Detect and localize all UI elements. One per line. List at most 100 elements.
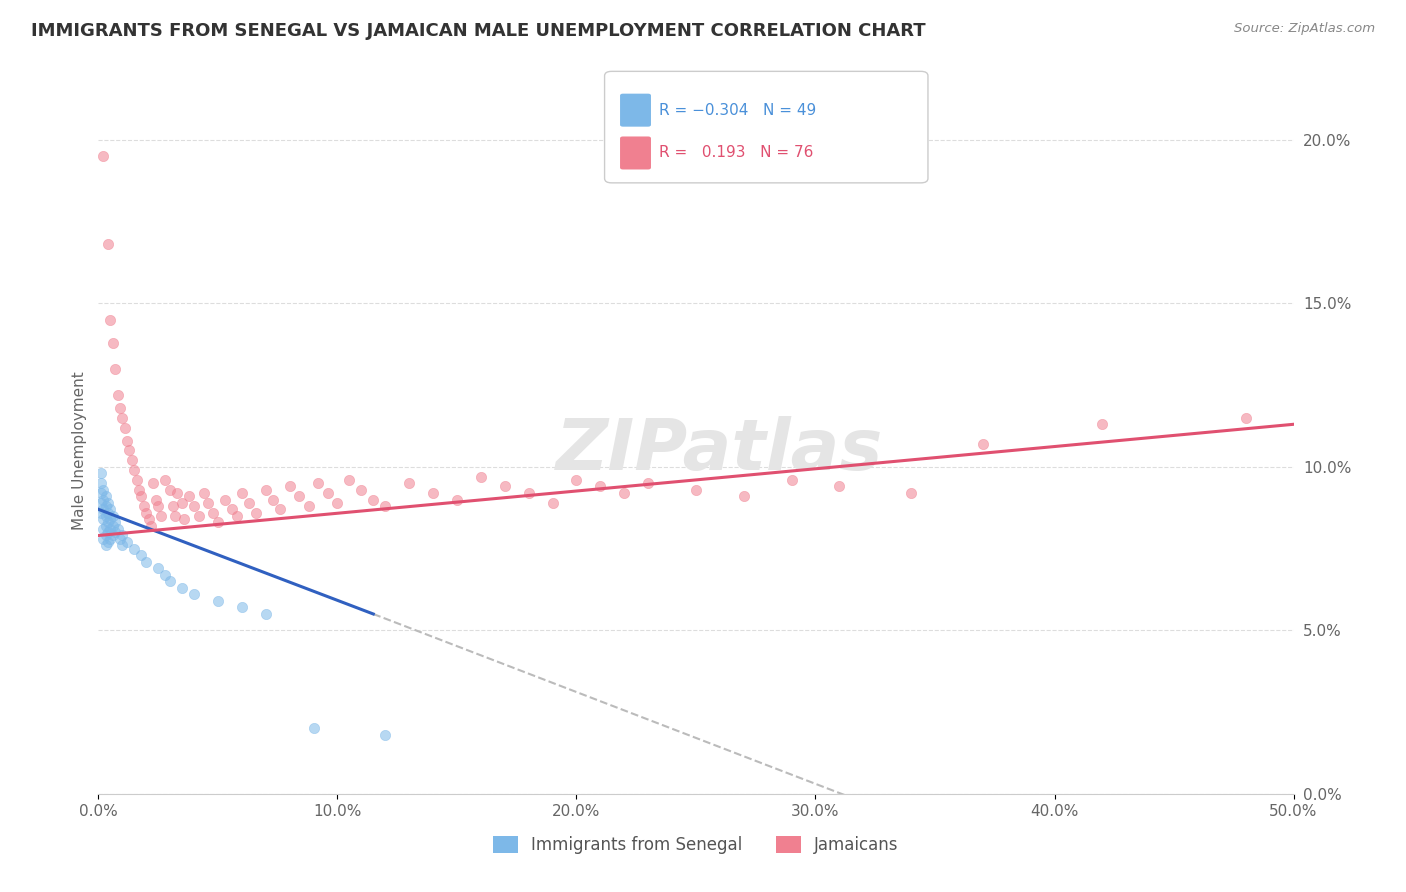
Point: [90, 476, 112, 491]
Point: [142, 476, 165, 491]
Point: [422, 486, 444, 500]
Point: [124, 541, 146, 556]
Point: [159, 574, 181, 589]
Point: [269, 502, 291, 516]
Point: [254, 607, 277, 621]
Point: [90, 467, 112, 481]
Point: [155, 473, 177, 487]
Point: [121, 453, 143, 467]
Text: R =   0.193   N = 76: R = 0.193 N = 76: [659, 145, 814, 161]
Point: [1091, 417, 1114, 432]
Point: [350, 483, 373, 497]
Point: [94, 489, 117, 503]
Point: [94, 508, 117, 523]
Point: [207, 594, 229, 608]
Point: [307, 476, 329, 491]
Point: [98, 512, 122, 526]
Point: [135, 506, 157, 520]
Point: [101, 335, 124, 350]
Point: [316, 486, 339, 500]
Point: [685, 483, 707, 497]
Point: [139, 518, 162, 533]
Point: [183, 587, 205, 601]
Point: [1234, 410, 1257, 425]
Point: [104, 516, 127, 530]
Point: [131, 489, 153, 503]
Point: [101, 518, 124, 533]
Point: [214, 492, 236, 507]
Point: [135, 555, 157, 569]
Point: [172, 496, 194, 510]
Point: [108, 532, 131, 546]
Point: [101, 528, 124, 542]
Point: [107, 522, 129, 536]
Point: [111, 410, 134, 425]
Point: [339, 473, 361, 487]
Point: [207, 516, 229, 530]
Point: [91, 522, 114, 536]
Point: [900, 486, 922, 500]
Point: [107, 388, 129, 402]
Point: [278, 479, 301, 493]
Point: [118, 443, 141, 458]
Text: R = −0.304   N = 49: R = −0.304 N = 49: [659, 103, 817, 118]
Point: [101, 508, 124, 523]
Point: [221, 502, 243, 516]
Point: [125, 473, 148, 487]
Point: [108, 401, 131, 415]
Point: [494, 479, 516, 493]
Point: [398, 476, 420, 491]
Point: [231, 600, 253, 615]
Point: [162, 499, 184, 513]
Point: [226, 508, 249, 523]
Point: [91, 512, 114, 526]
Point: [172, 581, 194, 595]
Point: [183, 499, 205, 513]
Point: [613, 486, 636, 500]
Point: [326, 496, 349, 510]
Point: [589, 479, 612, 493]
Point: [374, 499, 396, 513]
Point: [128, 483, 150, 497]
Point: [90, 506, 112, 520]
Legend: Immigrants from Senegal, Jamaicans: Immigrants from Senegal, Jamaicans: [494, 836, 898, 855]
Point: [98, 532, 122, 546]
Point: [111, 528, 134, 542]
Point: [197, 496, 219, 510]
Point: [91, 492, 114, 507]
Point: [97, 516, 120, 530]
Point: [98, 502, 122, 516]
Point: [94, 518, 117, 533]
Point: [97, 237, 120, 252]
Point: [173, 512, 195, 526]
Point: [166, 486, 188, 500]
Point: [238, 496, 260, 510]
Point: [97, 506, 120, 520]
Point: [374, 728, 396, 742]
Point: [148, 561, 170, 575]
Point: [780, 473, 803, 487]
Point: [91, 483, 114, 497]
Point: [132, 499, 155, 513]
Point: [91, 532, 114, 546]
Point: [202, 506, 225, 520]
Point: [90, 486, 112, 500]
Point: [637, 476, 659, 491]
Point: [363, 492, 385, 507]
Point: [104, 361, 127, 376]
Point: [733, 489, 755, 503]
Point: [187, 508, 209, 523]
Point: [97, 496, 120, 510]
Point: [262, 492, 284, 507]
Point: [541, 496, 564, 510]
Point: [148, 499, 170, 513]
Point: [298, 499, 321, 513]
Point: [94, 528, 117, 542]
Text: Source: ZipAtlas.com: Source: ZipAtlas.com: [1234, 22, 1375, 36]
Point: [98, 312, 122, 326]
Point: [470, 469, 492, 483]
Point: [94, 538, 117, 552]
Point: [90, 496, 112, 510]
Point: [155, 567, 177, 582]
Point: [828, 479, 851, 493]
